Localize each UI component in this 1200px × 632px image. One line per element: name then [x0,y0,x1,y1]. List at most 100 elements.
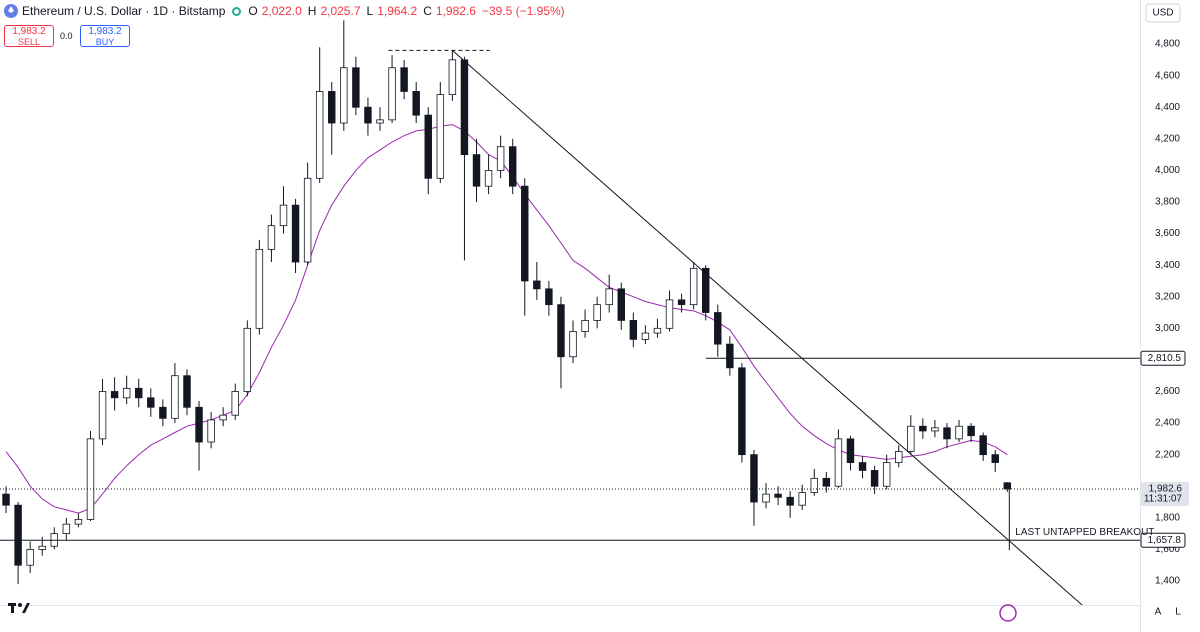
candle-body [677,299,686,306]
level-label: 2,810.5 [1148,353,1182,364]
y-tick-label: 2,400 [1155,418,1180,429]
candle-body [798,492,806,506]
candle-body [786,496,794,506]
candle-body [303,177,312,263]
labels: 1,4001,6001,8002,0002,2002,4002,6002,800… [1015,39,1189,587]
candle-body [279,204,288,227]
log-scale-button[interactable] [1170,604,1186,620]
candle-body [267,225,276,250]
candle-body [412,91,420,116]
plot [0,20,1144,606]
y-tick-label: 4,200 [1155,133,1180,144]
candle-body [726,343,734,369]
candle-body [810,477,819,493]
level-label: 1,657.8 [1148,535,1182,546]
low-label: L [366,4,374,18]
candle-body [376,119,384,124]
level-tag [1140,350,1186,366]
level-tag [1140,532,1186,548]
candle-body [545,288,553,306]
candle-body [86,438,95,520]
y-tick-label: 3,800 [1155,197,1180,208]
candle-body [183,375,191,408]
candle-body [484,169,493,187]
candle-body [846,438,855,463]
candle-body [195,406,203,443]
candle-body [931,427,939,432]
high-label: H [307,4,317,18]
price-label: 1,982.6 [1149,484,1183,495]
candle-body [291,204,300,263]
annotation: LAST UNTAPPED BREAKOUT [1015,527,1154,538]
y-tick-label: 4,600 [1155,70,1180,81]
candle-body [870,470,879,487]
candle-body [593,304,601,321]
candle-body [74,519,83,525]
candle-body [629,320,638,340]
candle-body [979,435,987,456]
candle-body [605,288,613,306]
candle-body [774,493,782,498]
candle-body [243,327,252,392]
candle-body [714,312,722,345]
candle-body [991,454,999,463]
candle-body [328,91,336,124]
auto-scale-button[interactable] [1150,604,1166,620]
candle-body [26,549,34,566]
candle-body [617,288,625,321]
y-tick-label: 1,600 [1155,544,1180,555]
price-axis-bg [1140,0,1200,632]
y-tick-label: 1,800 [1155,512,1180,523]
candle-body [460,59,469,156]
candle-body [581,320,589,332]
candle-body [895,451,903,463]
y-tick-label: 4,400 [1155,102,1180,113]
market-status [232,6,242,16]
y-tick-label: 3,400 [1155,260,1180,271]
candle-body [943,427,951,440]
candle-body [231,391,239,416]
price-tag [1141,481,1189,506]
sell-price: 1,983.2 [12,26,46,37]
buy-label: BUY [95,37,115,47]
candle-body [400,67,408,92]
candle-body [508,146,517,187]
candle-body [110,391,119,399]
candle-body [557,304,565,358]
candle-body [907,425,915,452]
assistant-icon[interactable] [999,604,1017,622]
candle-body [762,493,770,503]
sell-button[interactable]: 1,983.2 SELL [4,25,54,47]
spread: 0.0 [60,31,73,41]
candle-body [521,185,529,282]
candle-body [533,280,541,290]
currency-box[interactable] [1145,3,1181,23]
candle-body [171,375,179,419]
candle-body [955,425,963,440]
y-tick-label: 4,000 [1155,165,1180,176]
candle-body [472,154,481,187]
candle-body [219,414,227,421]
candle-body [653,327,662,334]
candle-body [701,267,710,313]
currency: USD [1152,8,1173,19]
tv-logo [8,603,30,613]
candle-body [919,425,927,432]
candle-body [147,397,155,408]
candle-body [364,106,372,124]
candle-body [496,146,505,171]
buy-button[interactable]: 1,983.2 BUY [80,25,130,47]
open: 2,022.0 [261,4,302,18]
change: −39.5 (−1.95%) [481,4,565,18]
trendline [452,50,1083,606]
buy-price: 1,983.2 [88,26,122,37]
sell-label: SELL [17,37,41,47]
candle-body [207,419,215,443]
y-tick-label: 3,000 [1155,323,1180,334]
candle-body [1003,482,1012,490]
candle-body [834,438,843,487]
candle-body [340,67,348,124]
y-tick-label: 1,400 [1155,576,1180,587]
candle-body [98,391,107,440]
